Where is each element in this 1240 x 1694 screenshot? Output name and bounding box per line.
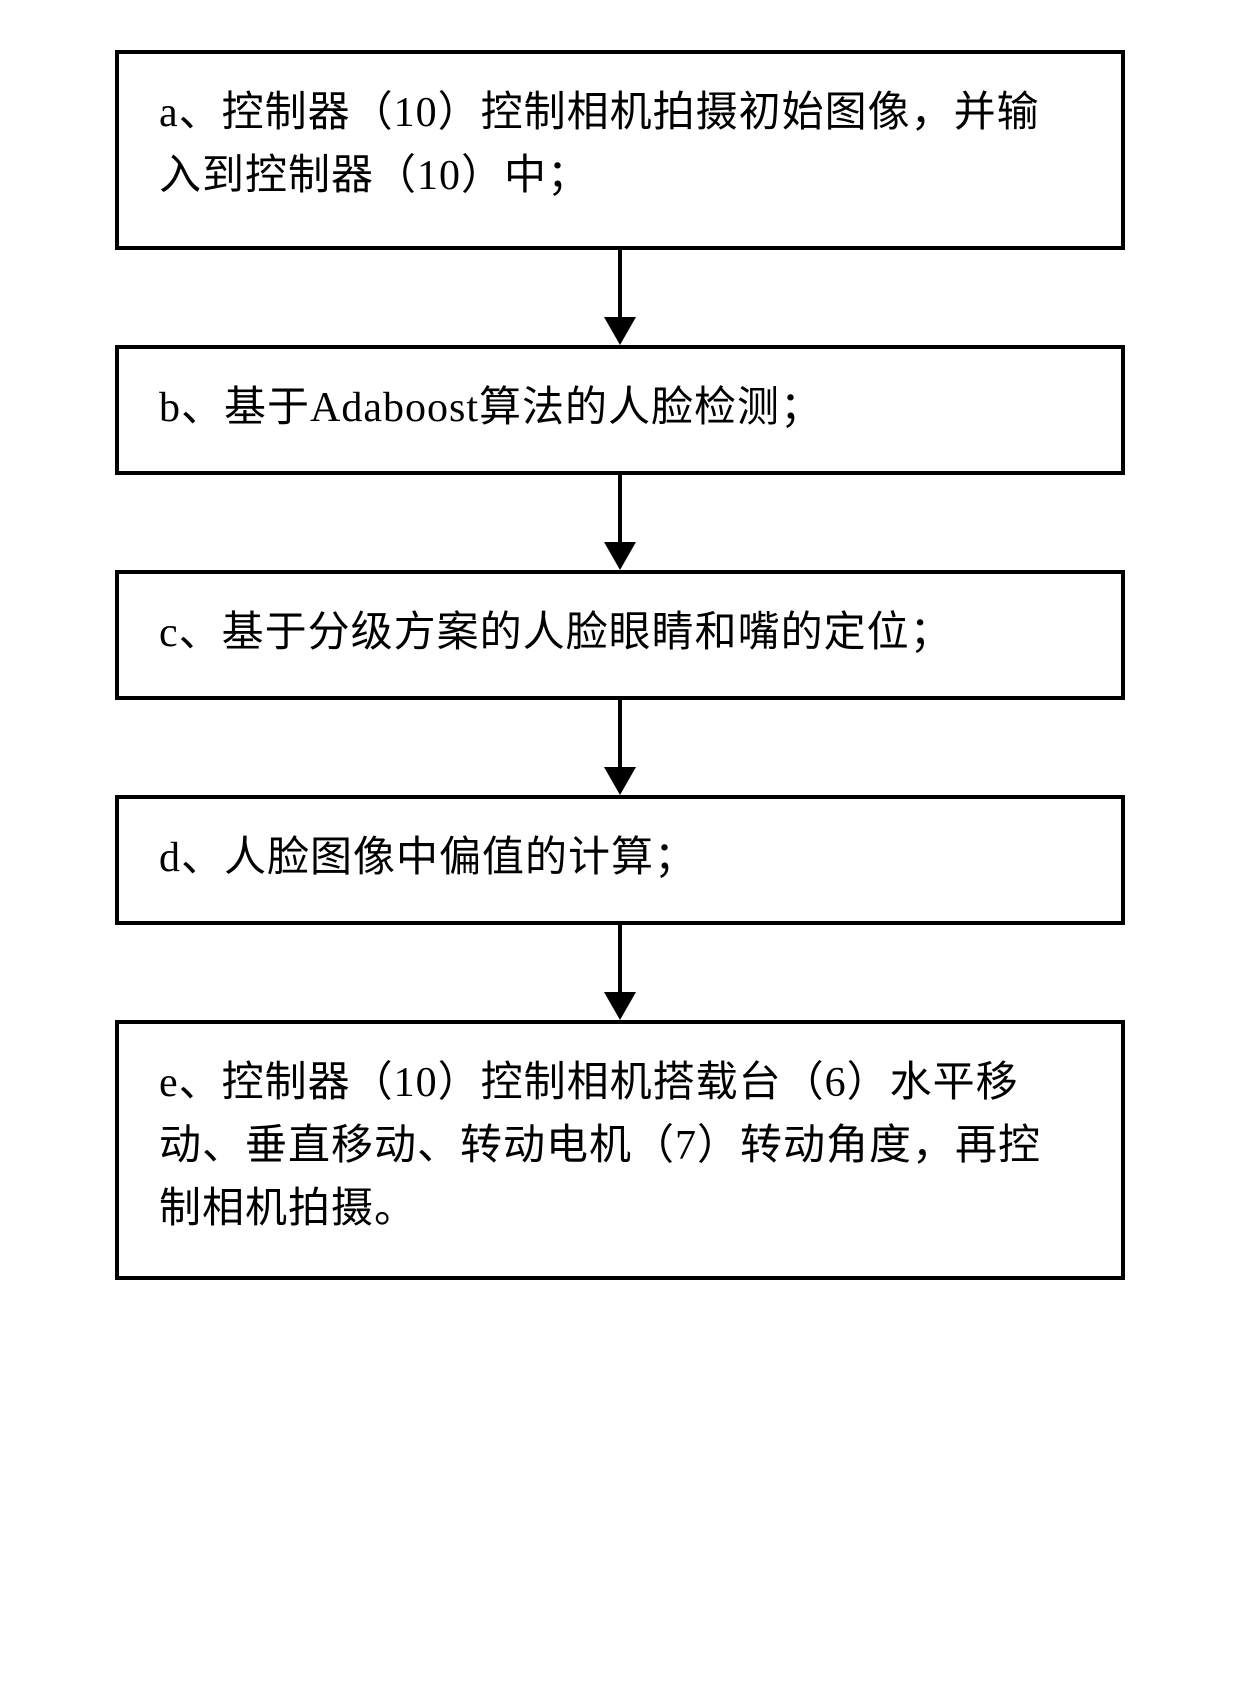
arrow-c-to-d [115, 700, 1125, 795]
flow-node-c: c、基于分级方案的人脸眼睛和嘴的定位； [115, 570, 1125, 700]
arrow-line-icon [618, 475, 622, 542]
flow-node-c-label: c、基于分级方案的人脸眼睛和嘴的定位； [159, 602, 1081, 665]
flow-node-d-label: d、人脸图像中偏值的计算； [159, 827, 1081, 890]
arrow-line-icon [618, 250, 622, 317]
flowchart-container: a、控制器（10）控制相机拍摄初始图像，并输入到控制器（10）中； b、基于Ad… [115, 50, 1125, 1280]
arrow-d-to-e [115, 925, 1125, 1020]
flow-node-e: e、控制器（10）控制相机搭载台（6）水平移动、垂直移动、转动电机（7）转动角度… [115, 1020, 1125, 1280]
flow-node-a-label: a、控制器（10）控制相机拍摄初始图像，并输入到控制器（10）中； [159, 82, 1081, 208]
arrow-line-icon [618, 925, 622, 992]
arrow-line-icon [618, 700, 622, 767]
flow-node-a: a、控制器（10）控制相机拍摄初始图像，并输入到控制器（10）中； [115, 50, 1125, 250]
flow-node-e-label: e、控制器（10）控制相机搭载台（6）水平移动、垂直移动、转动电机（7）转动角度… [159, 1052, 1081, 1241]
arrow-head-icon [604, 542, 636, 570]
arrow-head-icon [604, 767, 636, 795]
arrow-head-icon [604, 317, 636, 345]
flow-node-d: d、人脸图像中偏值的计算； [115, 795, 1125, 925]
arrow-head-icon [604, 992, 636, 1020]
arrow-a-to-b [115, 250, 1125, 345]
flow-node-b: b、基于Adaboost算法的人脸检测； [115, 345, 1125, 475]
arrow-b-to-c [115, 475, 1125, 570]
flow-node-b-label: b、基于Adaboost算法的人脸检测； [159, 377, 1081, 440]
